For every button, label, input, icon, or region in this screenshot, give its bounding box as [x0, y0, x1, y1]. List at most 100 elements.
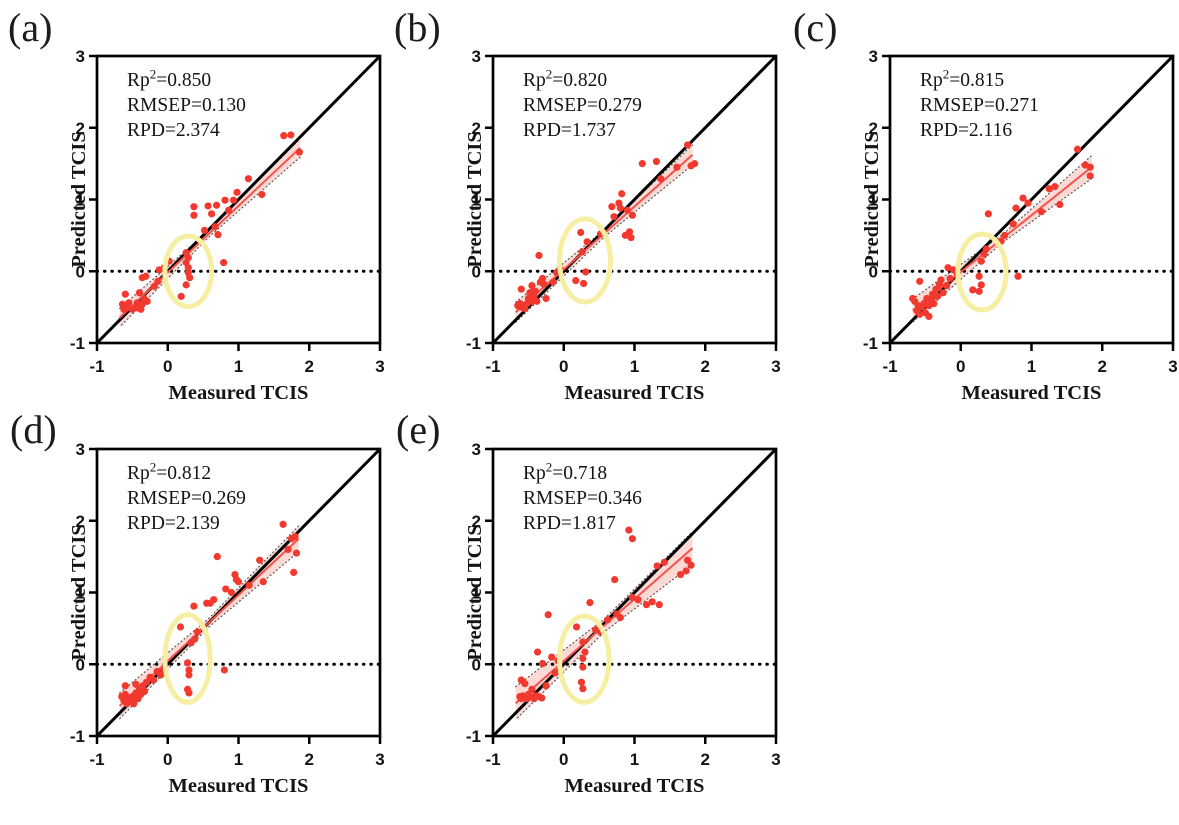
x-tick-label: 3 [771, 750, 780, 769]
data-point [227, 588, 236, 597]
data-point [292, 549, 301, 557]
data-point [212, 201, 221, 209]
data-point [984, 210, 992, 218]
data-point [577, 678, 586, 686]
data-point [648, 598, 656, 606]
scatter-chart-a: -1 0 1 2 3 -1 0 1 2 3 Measured TCIS Predicted TCIS [68, 47, 385, 404]
confidence-band-upper-edge [515, 144, 694, 303]
x-tick-label: 1 [630, 750, 639, 769]
data-point [182, 281, 190, 289]
data-point [628, 211, 636, 219]
highlight-ellipse [955, 231, 1009, 313]
panel-label-b: (b) [394, 5, 441, 50]
data-point [579, 663, 587, 671]
data-point [977, 281, 985, 289]
data-point [183, 659, 192, 667]
data-point [121, 290, 129, 298]
data-point [583, 238, 591, 246]
data-point [220, 259, 228, 267]
confidence-band-upper-edge [119, 525, 300, 694]
highlight-ellipse [557, 216, 613, 305]
confidence-band-lower-edge [515, 164, 694, 323]
data-point [140, 687, 149, 696]
data-point [290, 568, 298, 577]
rpd-text: RPD=1.817 [523, 513, 616, 534]
rmsep-text: RMSEP=0.279 [523, 95, 642, 116]
stats-d: Rp2=0.812 RMSEP=0.269 RPD=2.139 [127, 461, 246, 536]
data-point [1009, 220, 1017, 228]
y-axis-title: Predicted TCIS [68, 131, 90, 267]
x-tick-label: -1 [882, 357, 897, 376]
data-point [969, 286, 977, 294]
data-point [190, 211, 198, 219]
y-tick-label: 2 [472, 119, 481, 138]
y-tick-label: 2 [869, 119, 878, 138]
data-point [627, 233, 635, 242]
panel-a: -1 0 1 2 3 -1 0 1 2 3 Measured TCIS Predicted TCIS … [19, 46, 391, 404]
rpd-text: RPD=2.116 [920, 120, 1013, 141]
scatter-chart-b: -1 0 1 2 3 -1 0 1 2 3 Measured TCIS Predicted TCIS [464, 47, 781, 404]
data-point [204, 202, 212, 210]
x-axis-title: Measured TCIS [565, 382, 705, 404]
data-point [1051, 182, 1059, 191]
y-tick-label: 0 [76, 262, 85, 281]
data-point [244, 175, 253, 183]
data-point [579, 654, 587, 663]
panel-label-c: (c) [793, 5, 838, 50]
data-point [652, 157, 661, 166]
data-point [655, 601, 663, 609]
stats-e: Rp2=0.718 RMSEP=0.346 RPD=1.817 [523, 461, 642, 536]
x-tick-label: -1 [89, 750, 104, 769]
x-tick-label: 0 [163, 750, 172, 769]
data-point [258, 190, 266, 199]
data-point [540, 280, 548, 288]
y-tick-label: 1 [472, 584, 481, 603]
y-tick-label: 3 [869, 47, 878, 66]
data-point [259, 578, 267, 586]
data-point [542, 682, 550, 690]
data-point [1045, 185, 1053, 193]
data-point [581, 648, 589, 656]
data-point [182, 248, 190, 257]
data-point [642, 601, 651, 609]
data-point [628, 593, 636, 602]
y-tick-label: -1 [466, 727, 481, 746]
data-point [544, 611, 552, 619]
data-point [142, 678, 151, 686]
panel-label-d: (d) [10, 407, 57, 452]
y-axis-title: Predicted TCIS [464, 131, 486, 267]
data-point [916, 277, 924, 285]
data-point [610, 213, 618, 221]
data-point [653, 562, 661, 570]
data-point [528, 282, 536, 290]
data-point [579, 638, 587, 646]
data-point [625, 526, 633, 534]
data-point [638, 160, 646, 168]
data-point [229, 196, 238, 204]
confidence-band-lower-edge [119, 551, 300, 720]
data-point [130, 700, 138, 708]
data-point [214, 231, 222, 239]
data-point [977, 257, 985, 265]
y-tick-label: -1 [466, 334, 481, 353]
data-point [933, 292, 942, 300]
data-point [625, 228, 634, 236]
data-point [121, 682, 129, 690]
data-point [660, 558, 668, 566]
rpd-text: RPD=2.374 [127, 120, 220, 141]
data-point [538, 274, 547, 283]
data-point [1001, 231, 1009, 239]
rmsep-text: RMSEP=0.269 [127, 488, 246, 509]
data-point [200, 226, 209, 234]
data-point [142, 272, 150, 280]
data-point [925, 312, 933, 321]
y-axis-title: Predicted TCIS [861, 131, 883, 267]
y-tick-label: 3 [472, 440, 481, 459]
x-tick-label: 2 [701, 750, 710, 769]
data-point [535, 251, 543, 260]
data-point [634, 596, 642, 604]
data-point [676, 570, 685, 579]
data-point [1019, 194, 1027, 202]
x-tick-label: -1 [89, 357, 104, 376]
data-point [1037, 208, 1046, 216]
